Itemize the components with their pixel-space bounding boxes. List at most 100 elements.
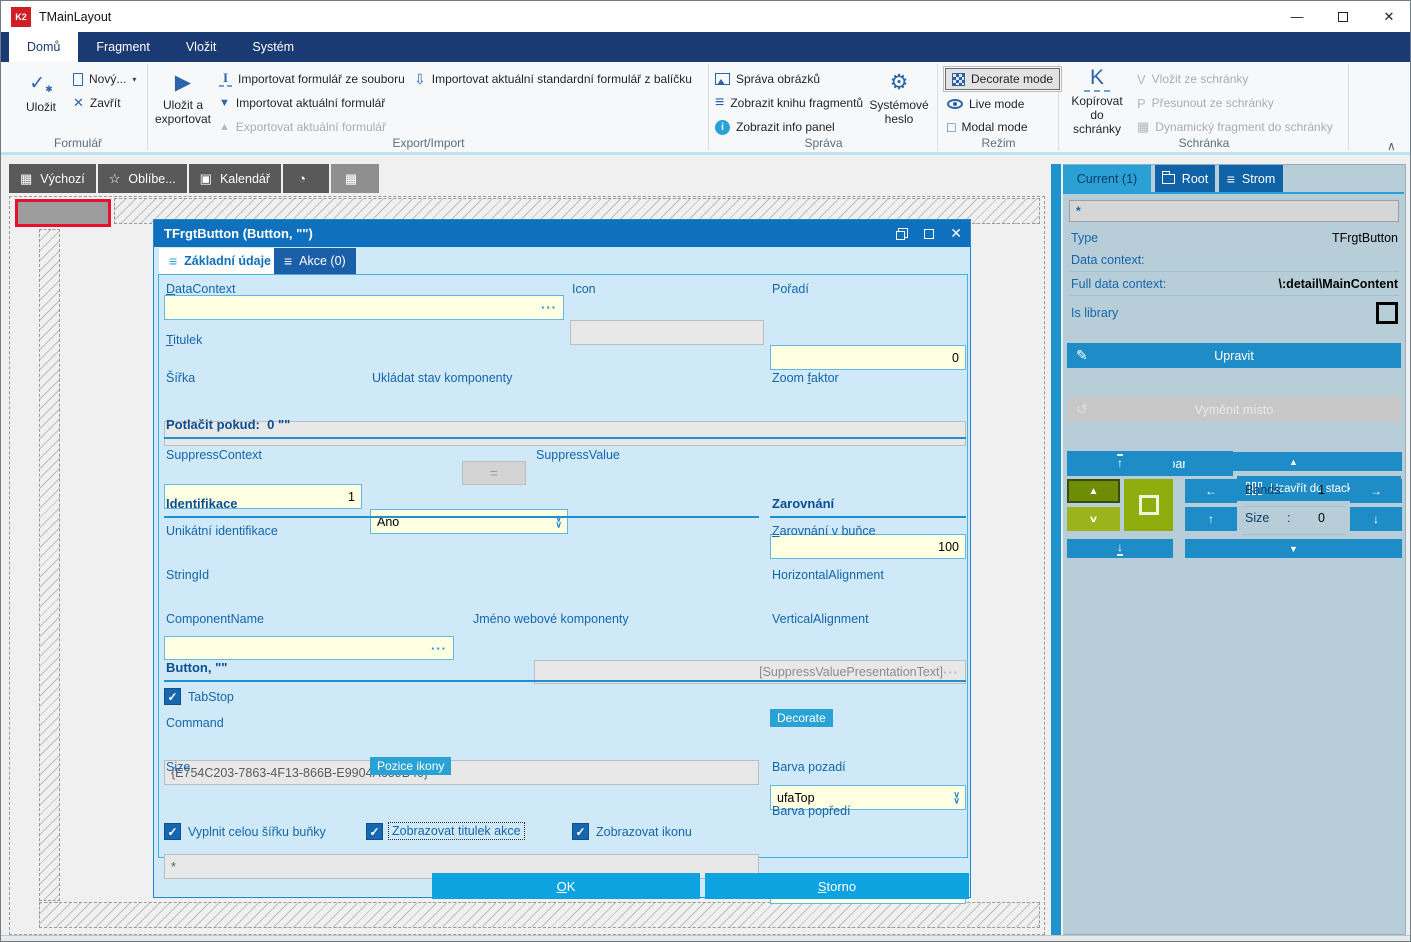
close-icon[interactable]: ✕ (950, 225, 962, 241)
decorate-chip-label: Decorate (770, 709, 833, 727)
tab-akce[interactable]: ≡ Akce (0) (274, 248, 356, 274)
tab-root[interactable]: Root (1155, 165, 1215, 192)
maximize-icon[interactable] (924, 228, 935, 239)
is-library-checkbox[interactable] (1376, 302, 1398, 324)
vyplnit-label: Vyplnit celou šířku buňky (188, 825, 326, 839)
dropdown-icon[interactable] (953, 792, 960, 803)
bands-increase-button[interactable]: → (1350, 479, 1402, 503)
close-button[interactable]: ✕ (1366, 1, 1410, 32)
show-info-panel-button[interactable]: i Zobrazit info panel (715, 117, 835, 137)
dock-icon[interactable] (896, 227, 909, 240)
ellipsis-button[interactable]: ··· (541, 300, 557, 315)
filter-input[interactable]: * (1069, 200, 1399, 222)
sirka-input[interactable]: 1 (164, 484, 362, 509)
info-icon: i (715, 119, 730, 135)
suppresscontext-input[interactable]: ··· (164, 636, 454, 660)
hatch-strip-left (39, 229, 60, 901)
size-increase-button[interactable]: ↑ (1185, 507, 1237, 531)
show-fragment-book-button[interactable]: ≡ Zobrazit knihu fragmentů (715, 94, 864, 111)
save-and-export-button[interactable]: ▶ Uložit a exportovat (153, 67, 213, 127)
tab-zakladni-udaje[interactable]: ≡ Základní údaje (159, 248, 282, 274)
collapse-ribbon-button[interactable]: ∧ (1387, 139, 1396, 153)
bands-decrease-button[interactable]: ← (1185, 479, 1237, 503)
size-decrease-button[interactable]: ↓ (1350, 507, 1402, 531)
arrow-up-to-bar-icon: ↑ (1117, 454, 1123, 470)
gear-icon: ⚙ (889, 70, 909, 94)
form-tab-kalendar[interactable]: ▣ Kalendář (188, 164, 282, 193)
ribbon-tab-vlozit[interactable]: Vložit (185, 40, 217, 54)
app-logo-icon: K2 (11, 7, 31, 27)
dialog-title: TFrgtButton (Button, "") (164, 226, 313, 241)
divider (1069, 271, 1399, 272)
ukladat-stav-combo[interactable]: Ano (370, 509, 568, 534)
vyplnit-checkbox[interactable] (164, 823, 181, 840)
dialog-title-bar[interactable]: TFrgtButton (Button, "") (154, 220, 970, 247)
chevron-down-icon: ∨ (1088, 513, 1099, 524)
vertical-splitter[interactable] (1051, 164, 1061, 935)
import-form-from-file-button[interactable]: I Importovat formulář ze souboru (219, 69, 405, 89)
zobrazovat-ikonu-checkbox[interactable] (572, 823, 589, 840)
componentname-label: ComponentName (166, 612, 264, 626)
form-tab-oblibene[interactable]: ☆ Oblíbe... (97, 164, 187, 193)
export-current-form-button: ▲ Exportovat aktuální formulář (219, 120, 386, 134)
band-down-button[interactable]: ∨ (1067, 507, 1120, 531)
live-mode-toggle[interactable]: Live mode (947, 94, 1024, 114)
pencil-icon: ✎ (1076, 347, 1088, 363)
close-form-button[interactable]: ✕ Zavřít (73, 95, 121, 110)
datacontext-input[interactable]: ··· (164, 295, 564, 320)
form-tab-clock[interactable]: ◔ (283, 164, 330, 193)
zobrazovat-ikonu-label: Zobrazovat ikonu (596, 825, 692, 839)
form-tab-grid[interactable]: ▦ (331, 164, 380, 193)
divider (1069, 295, 1399, 296)
poradi-input[interactable]: 0 (770, 345, 966, 370)
import-standard-form-button[interactable]: ⇩ Importovat aktuální standardní formulá… (414, 70, 692, 87)
tabstop-checkbox[interactable] (164, 688, 181, 705)
close-icon: ✕ (1383, 8, 1395, 24)
manage-images-button[interactable]: Správa obrázků (715, 69, 820, 89)
window-bottom-edge (1, 935, 1410, 941)
ribbon-tab-domu[interactable]: Domů (9, 32, 79, 62)
paste-from-clipboard-button: V Vložit ze schránky (1137, 71, 1249, 87)
letter-v-icon: V (1137, 71, 1146, 87)
move-to-top-button[interactable]: ↑ (1067, 452, 1173, 471)
maximize-button[interactable] (1320, 1, 1366, 32)
tab-strom[interactable]: ≡ Strom (1219, 165, 1283, 192)
zoom-faktor-input[interactable]: 100 (770, 534, 966, 559)
selected-component[interactable] (15, 199, 111, 227)
import-current-form-button[interactable]: ▼ Importovat aktuální formulář (219, 96, 386, 110)
is-library-row: Is library (1071, 301, 1398, 325)
tab-current[interactable]: Current (1) (1063, 165, 1151, 192)
sirka-label: Šířka (166, 371, 196, 385)
divider (1243, 506, 1345, 507)
system-password-button[interactable]: ⚙ Systémové heslo (867, 67, 931, 127)
copy-to-clipboard-button[interactable]: K Kopírovat do schránky (1071, 66, 1123, 136)
zarovnani-bunka-combo[interactable]: ufaTop (770, 785, 966, 810)
ribbon-tab-fragment[interactable]: Fragment (96, 40, 150, 54)
form-tab-vychozi[interactable]: ▦ Výchozí (9, 164, 96, 193)
grid-icon: ▦ (344, 170, 358, 186)
decorate-mode-toggle[interactable]: Decorate mode (942, 66, 1063, 92)
data-context-row: Data context: (1071, 253, 1398, 267)
equals-button[interactable]: = (462, 461, 526, 485)
ellipsis-button[interactable]: ··· (431, 640, 447, 656)
ribbon-tab-system[interactable]: Systém (252, 40, 295, 54)
triangle-down-icon: ▼ (219, 97, 230, 109)
move-to-bottom-button[interactable]: ↓ (1067, 539, 1173, 558)
zobrazovat-titulek-checkbox[interactable] (366, 823, 383, 840)
band-up-button[interactable]: ▲ (1067, 479, 1120, 503)
tabstop-label: TabStop (188, 690, 234, 704)
grid-icon: ▦ (20, 170, 33, 186)
tab-underline (1063, 192, 1404, 194)
save-check-icon: ✓ ✱ (29, 73, 53, 95)
band-select-button[interactable] (1124, 479, 1173, 531)
scroll-up-button[interactable]: ▲ (1185, 452, 1402, 471)
upravit-button[interactable]: ✎ Upravit (1067, 343, 1401, 368)
new-button[interactable]: Nový... ▾ (73, 69, 136, 89)
checker-icon (952, 72, 965, 86)
scroll-down-button[interactable]: ▼ (1185, 539, 1402, 558)
minimize-button[interactable]: — (1274, 1, 1320, 32)
modal-mode-toggle[interactable]: □ Modal mode (947, 119, 1028, 135)
save-button[interactable]: ✓ ✱ Uložit (15, 67, 67, 115)
